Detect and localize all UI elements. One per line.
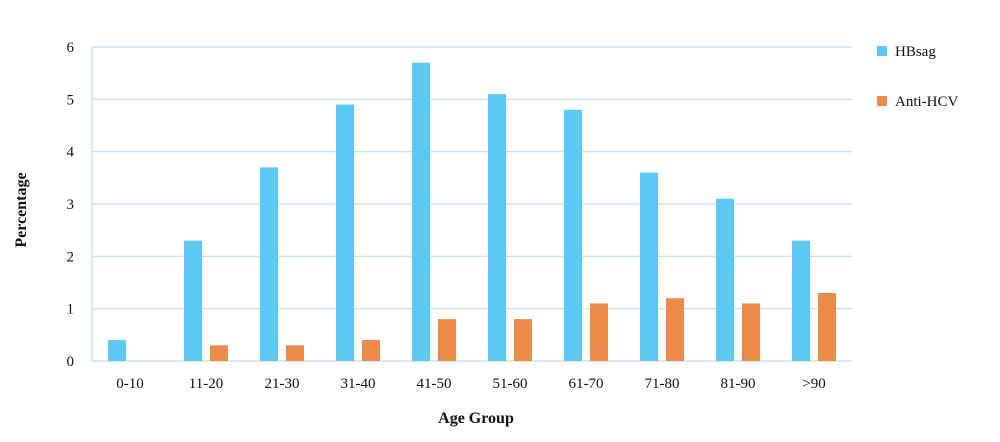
bar-anti-hcv xyxy=(666,298,684,361)
bar-hbsag xyxy=(260,167,278,361)
bar-hbsag xyxy=(184,240,202,361)
y-tick-label: 2 xyxy=(67,249,75,265)
bar-anti-hcv xyxy=(286,345,304,361)
x-tick-label: 41-50 xyxy=(417,376,452,392)
y-tick-label: 4 xyxy=(67,145,75,161)
legend: HBsag Anti-HCV xyxy=(877,44,959,110)
x-tick-label: 51-60 xyxy=(493,376,528,392)
x-tick-label: 21-30 xyxy=(265,376,300,392)
bar-hbsag xyxy=(564,109,582,361)
x-tick-label: 31-40 xyxy=(341,376,376,392)
bar-anti-hcv xyxy=(514,319,532,361)
x-axis-ticks: 0-10 11-20 21-30 31-40 41-50 51-60 61-70 71-80 8… xyxy=(116,376,825,392)
bar-anti-hcv xyxy=(438,319,456,361)
bar-anti-hcv xyxy=(590,303,608,361)
bar-anti-hcv xyxy=(742,303,760,361)
y-axis-ticks: 0 1 2 3 4 5 6 xyxy=(67,40,75,370)
y-tick-label: 3 xyxy=(67,197,75,213)
bar-anti-hcv xyxy=(210,345,228,361)
legend-label: HBsag xyxy=(895,44,936,60)
x-tick-label: 11-20 xyxy=(189,376,223,392)
y-tick-label: 5 xyxy=(67,92,75,108)
legend-swatch xyxy=(877,96,887,106)
y-axis-title: Percentage xyxy=(13,172,30,247)
x-tick-label: >90 xyxy=(802,376,825,392)
y-tick-label: 0 xyxy=(67,354,75,370)
x-tick-label: 81-90 xyxy=(721,376,756,392)
bar-hbsag xyxy=(640,172,658,361)
bar-hbsag xyxy=(412,62,430,361)
bar-hbsag xyxy=(716,198,734,361)
legend-label: Anti-HCV xyxy=(895,94,959,110)
y-tick-label: 6 xyxy=(67,40,75,56)
bars xyxy=(108,62,836,362)
bar-anti-hcv xyxy=(362,340,380,361)
bar-anti-hcv xyxy=(818,292,836,361)
legend-swatch xyxy=(877,46,887,56)
bar-hbsag xyxy=(108,340,126,361)
bar-hbsag xyxy=(488,94,506,361)
y-tick-label: 1 xyxy=(67,302,75,318)
bar-hbsag xyxy=(792,240,810,361)
x-tick-label: 0-10 xyxy=(116,376,144,392)
x-axis-title: Age Group xyxy=(438,410,514,427)
bar-hbsag xyxy=(336,104,354,362)
gridlines xyxy=(91,46,852,362)
x-tick-label: 71-80 xyxy=(645,376,680,392)
x-tick-label: 61-70 xyxy=(569,376,604,392)
